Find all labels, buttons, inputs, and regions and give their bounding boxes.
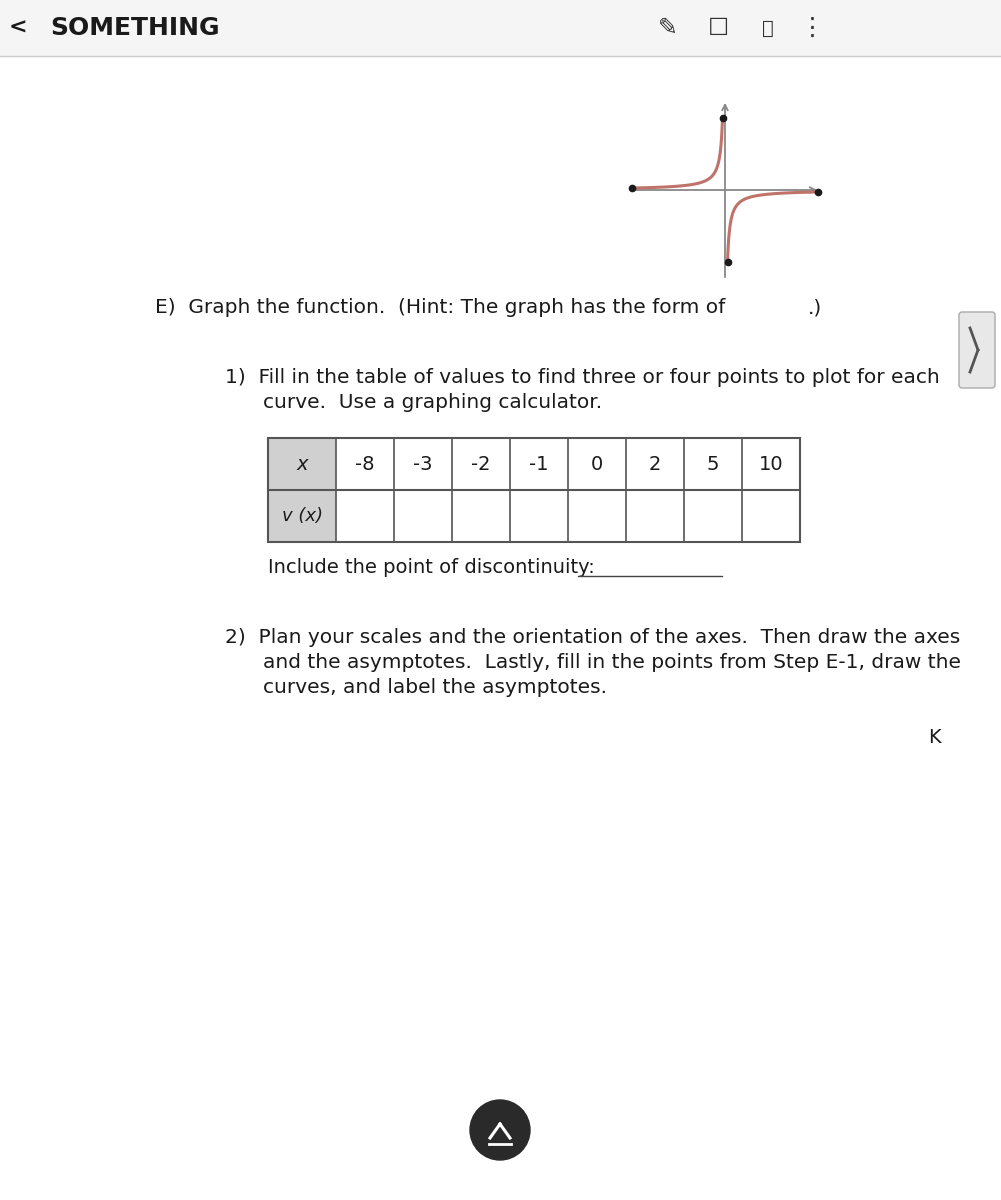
FancyBboxPatch shape [336,438,394,490]
FancyBboxPatch shape [684,438,742,490]
Text: 🔍: 🔍 [762,18,774,37]
FancyBboxPatch shape [394,438,452,490]
Text: 2)  Plan your scales and the orientation of the axes.  Then draw the axes: 2) Plan your scales and the orientation … [225,628,960,647]
FancyBboxPatch shape [626,438,684,490]
Text: <: < [9,18,27,38]
FancyBboxPatch shape [626,490,684,542]
FancyBboxPatch shape [510,438,568,490]
FancyBboxPatch shape [510,490,568,542]
Text: 1)  Fill in the table of values to find three or four points to plot for each: 1) Fill in the table of values to find t… [225,368,940,386]
Text: curve.  Use a graphing calculator.: curve. Use a graphing calculator. [263,392,603,412]
Text: .): .) [808,298,822,317]
Text: K: K [928,728,941,746]
Text: ✎: ✎ [658,16,678,40]
Text: 2: 2 [649,455,662,474]
Text: 10: 10 [759,455,784,474]
FancyBboxPatch shape [568,438,626,490]
FancyBboxPatch shape [452,490,510,542]
Circle shape [470,1100,530,1160]
FancyBboxPatch shape [336,490,394,542]
FancyBboxPatch shape [268,438,336,490]
Text: -8: -8 [355,455,374,474]
FancyBboxPatch shape [452,438,510,490]
FancyBboxPatch shape [742,438,800,490]
Text: -1: -1 [530,455,549,474]
FancyBboxPatch shape [268,490,336,542]
FancyBboxPatch shape [0,56,1001,1200]
Text: SOMETHING: SOMETHING [50,16,219,40]
Text: x: x [296,455,307,474]
FancyBboxPatch shape [684,490,742,542]
Text: ⋮: ⋮ [800,16,825,40]
Text: v (x): v (x) [281,506,322,526]
Text: and the asymptotes.  Lastly, fill in the points from Step E-1, draw the: and the asymptotes. Lastly, fill in the … [263,653,961,672]
Text: -3: -3 [413,455,432,474]
FancyBboxPatch shape [742,490,800,542]
Text: 5: 5 [707,455,720,474]
FancyBboxPatch shape [959,312,995,388]
FancyBboxPatch shape [568,490,626,542]
FancyBboxPatch shape [394,490,452,542]
Text: 0: 0 [591,455,604,474]
Text: curves, and label the asymptotes.: curves, and label the asymptotes. [263,678,607,697]
Text: ☐: ☐ [708,16,729,40]
Text: E)  Graph the function.  (Hint: The graph has the form of: E) Graph the function. (Hint: The graph … [155,298,726,317]
FancyBboxPatch shape [0,0,1001,56]
Text: -2: -2 [471,455,490,474]
Text: Include the point of discontinuity:: Include the point of discontinuity: [268,558,601,577]
